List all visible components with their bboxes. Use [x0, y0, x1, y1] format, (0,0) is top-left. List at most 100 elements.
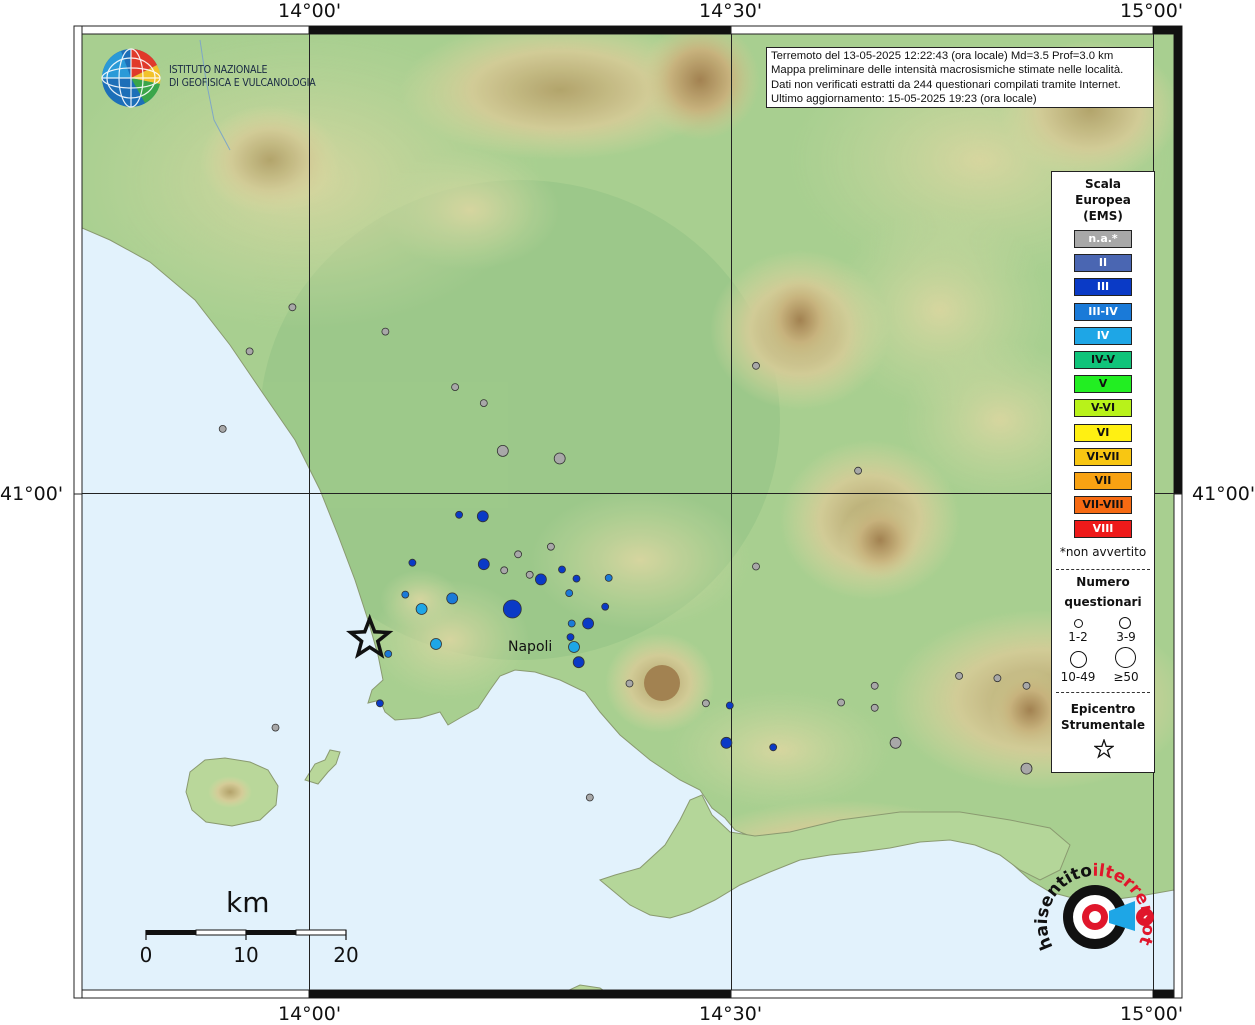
intensity-points	[218, 303, 1067, 802]
coord-bottom-14-30: 14°30'	[699, 1003, 763, 1025]
intensity-point	[565, 589, 574, 597]
capri-island	[568, 984, 604, 990]
size-label-3-9: 3-9	[1116, 630, 1136, 644]
intensity-point	[496, 444, 509, 457]
legend-swatch-vi: VI	[1074, 423, 1132, 442]
legend-epicenter-title-2: Strumentale	[1060, 718, 1146, 732]
legend-swatch-n-a: n.a.*	[1074, 230, 1132, 248]
intensity-point	[582, 617, 594, 630]
haisentito-logo-icon: ?	[1063, 885, 1154, 949]
intensity-point	[572, 574, 581, 583]
coord-top-15-00: 15°00'	[1120, 0, 1184, 22]
coord-bottom-14-00: 14°00'	[278, 1003, 342, 1025]
intensity-point	[525, 570, 534, 579]
intensity-point	[625, 679, 634, 688]
intensity-point	[375, 699, 384, 708]
legend-title-line-3: (EMS)	[1083, 209, 1123, 223]
coord-right-41-00: 41°00'	[1192, 483, 1255, 505]
intensity-point	[384, 650, 393, 658]
intensity-point	[837, 698, 845, 707]
intensity-point	[500, 566, 509, 575]
intensity-point	[725, 701, 734, 710]
intensity-point	[446, 592, 459, 605]
intensity-point	[451, 383, 460, 392]
scale-tick-0: 0	[139, 943, 153, 967]
intensity-point	[870, 681, 879, 690]
intensity-point	[476, 510, 489, 523]
sorrento-peninsula	[598, 794, 1071, 919]
intensity-point	[535, 573, 547, 586]
legend-title-line-2: Europea	[1075, 193, 1131, 207]
intensity-point	[558, 565, 566, 574]
coord-top-14-00: 14°00'	[278, 0, 342, 22]
legend-count-title-2: questionari	[1064, 595, 1142, 609]
intensity-point	[401, 590, 410, 599]
procida-island	[304, 749, 341, 785]
intensity-point	[585, 793, 594, 802]
intensity-point	[993, 674, 1002, 683]
legend-swatch-iii-iv: III-IV	[1074, 302, 1132, 321]
intensity-point	[1022, 681, 1031, 690]
intensity-point	[572, 656, 585, 669]
legend-panel: Scala Europea (EMS) n.a.* II III III-IV IV IV…	[1051, 171, 1155, 773]
legend-epicenter-star-icon	[1094, 739, 1114, 759]
legend-count-title-1: Numero	[1076, 575, 1130, 589]
legend-swatch-iv-v: IV-V	[1074, 351, 1132, 369]
legend-swatch-iii: III	[1074, 278, 1132, 297]
legend-epicenter-title-1: Epicentro	[1070, 702, 1136, 716]
intensity-point	[408, 558, 417, 567]
legend-swatch-iv: IV	[1074, 326, 1132, 345]
intensity-point	[271, 723, 280, 732]
ingv-logo-icon	[101, 48, 161, 108]
intensity-point	[218, 424, 227, 433]
scale-bar	[145, 929, 347, 940]
intensity-point	[514, 550, 522, 559]
legend-swatch-ii: II	[1074, 254, 1132, 273]
intensity-point	[870, 703, 879, 712]
legend-separator-1	[1056, 569, 1150, 570]
intensity-point	[568, 641, 580, 653]
info-line-event: Terremoto del 13-05-2025 12:22:43 (ora l…	[771, 50, 1114, 62]
intensity-point	[720, 736, 733, 749]
size-label-10-49: 10-49	[1060, 670, 1096, 684]
legend-separator-2	[1056, 692, 1150, 693]
scale-tick-10: 10	[233, 943, 259, 967]
logo-line-1: ISTITUTO NAZIONALE	[169, 63, 268, 76]
intensity-point	[479, 399, 488, 408]
intensity-point	[604, 574, 613, 582]
place-label-napoli: Napoli	[508, 639, 553, 655]
scale-bar-title: km	[226, 886, 270, 919]
legend-swatch-vii-viii: VII-VIII	[1074, 496, 1132, 515]
intensity-point	[889, 736, 902, 749]
legend-swatch-vii: VII	[1074, 472, 1132, 490]
size-label-50: ≥50	[1113, 670, 1139, 684]
coord-bottom-15-00: 15°00'	[1120, 1003, 1184, 1025]
scale-tick-20: 20	[333, 943, 359, 967]
intensity-point	[288, 303, 297, 312]
legend-swatch-viii: VIII	[1074, 520, 1132, 539]
intensity-point	[245, 347, 254, 356]
event-info-box: Terremoto del 13-05-2025 12:22:43 (ora l…	[766, 47, 1154, 108]
intensity-point	[601, 602, 610, 611]
map-area	[82, 34, 1174, 990]
intensity-point	[567, 619, 576, 628]
legend-note: *non avvertito	[1059, 545, 1147, 559]
intensity-point	[415, 603, 428, 615]
ingv-logo-text: ISTITUTO NAZIONALE DI GEOFISICA E VULCAN…	[169, 63, 316, 89]
intensity-point	[752, 361, 760, 370]
intensity-point	[430, 638, 442, 650]
intensity-point	[455, 510, 464, 519]
intensity-point	[477, 558, 490, 571]
size-circle-3-9	[1119, 617, 1131, 629]
map-frame	[73, 25, 1183, 999]
intensity-point	[547, 542, 555, 551]
intensity-point	[752, 562, 760, 571]
intensity-point	[769, 743, 778, 752]
size-label-1-2: 1-2	[1068, 630, 1088, 644]
info-line-description: Mappa preliminare delle intensità macros…	[771, 64, 1124, 77]
intensity-point	[854, 466, 862, 475]
size-circle-10-49	[1070, 651, 1087, 668]
legend-swatch-v: V	[1074, 375, 1132, 394]
intensity-point	[553, 452, 566, 465]
intensity-point	[1020, 762, 1033, 775]
